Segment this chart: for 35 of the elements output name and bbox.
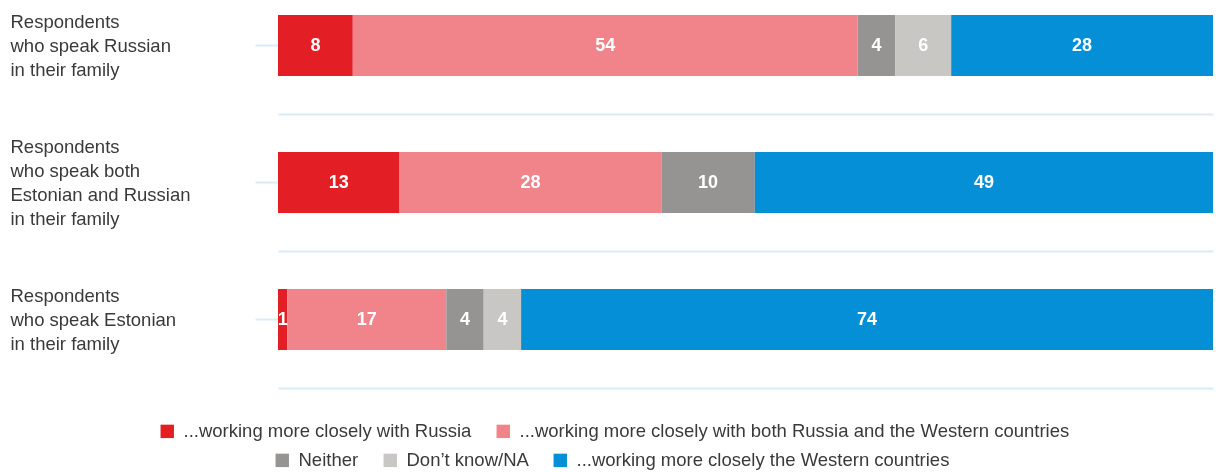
- bar: [521, 289, 1213, 350]
- bar: [895, 15, 952, 76]
- data-label: 6: [918, 34, 929, 55]
- legend-label: ...working more closely with Russia: [183, 420, 473, 442]
- bar: [483, 289, 522, 350]
- data-label: 4: [871, 34, 882, 55]
- bar: [951, 15, 1213, 76]
- data-label: 1: [277, 308, 288, 329]
- data-label: 74: [857, 308, 878, 329]
- bar: [661, 152, 755, 213]
- legend-label: Don’t know/NA: [406, 449, 530, 471]
- legend-label: ...working more closely the Western countries: [576, 449, 950, 471]
- data-label: 10: [698, 171, 719, 192]
- y-tick-label: Respondents who speak both Estonian and Russian in their family: [9, 135, 191, 229]
- bar: [278, 15, 353, 76]
- bar: [399, 152, 662, 213]
- legend-label: ...working more closely with both Russia and the Western countries: [519, 420, 1070, 442]
- data-label: 4: [459, 308, 471, 329]
- bar: [287, 289, 447, 350]
- data-label: 13: [328, 171, 349, 192]
- y-tick-label: Respondents who speak Russian in their family: [9, 10, 171, 80]
- bar: [352, 15, 858, 76]
- data-label: 28: [1072, 34, 1093, 55]
- bar: [857, 15, 896, 76]
- data-label: 54: [595, 34, 616, 55]
- data-label: 28: [520, 171, 541, 192]
- bar: [446, 289, 484, 350]
- legend-label: Neither: [298, 449, 359, 471]
- bar: [754, 152, 1213, 213]
- bar: [278, 152, 400, 213]
- data-label: 8: [310, 34, 321, 55]
- y-tick-label: Respondents who speak Estonian in their family: [9, 284, 177, 354]
- data-label: 49: [973, 171, 994, 192]
- data-label: 4: [497, 308, 508, 329]
- data-label: 17: [356, 308, 377, 329]
